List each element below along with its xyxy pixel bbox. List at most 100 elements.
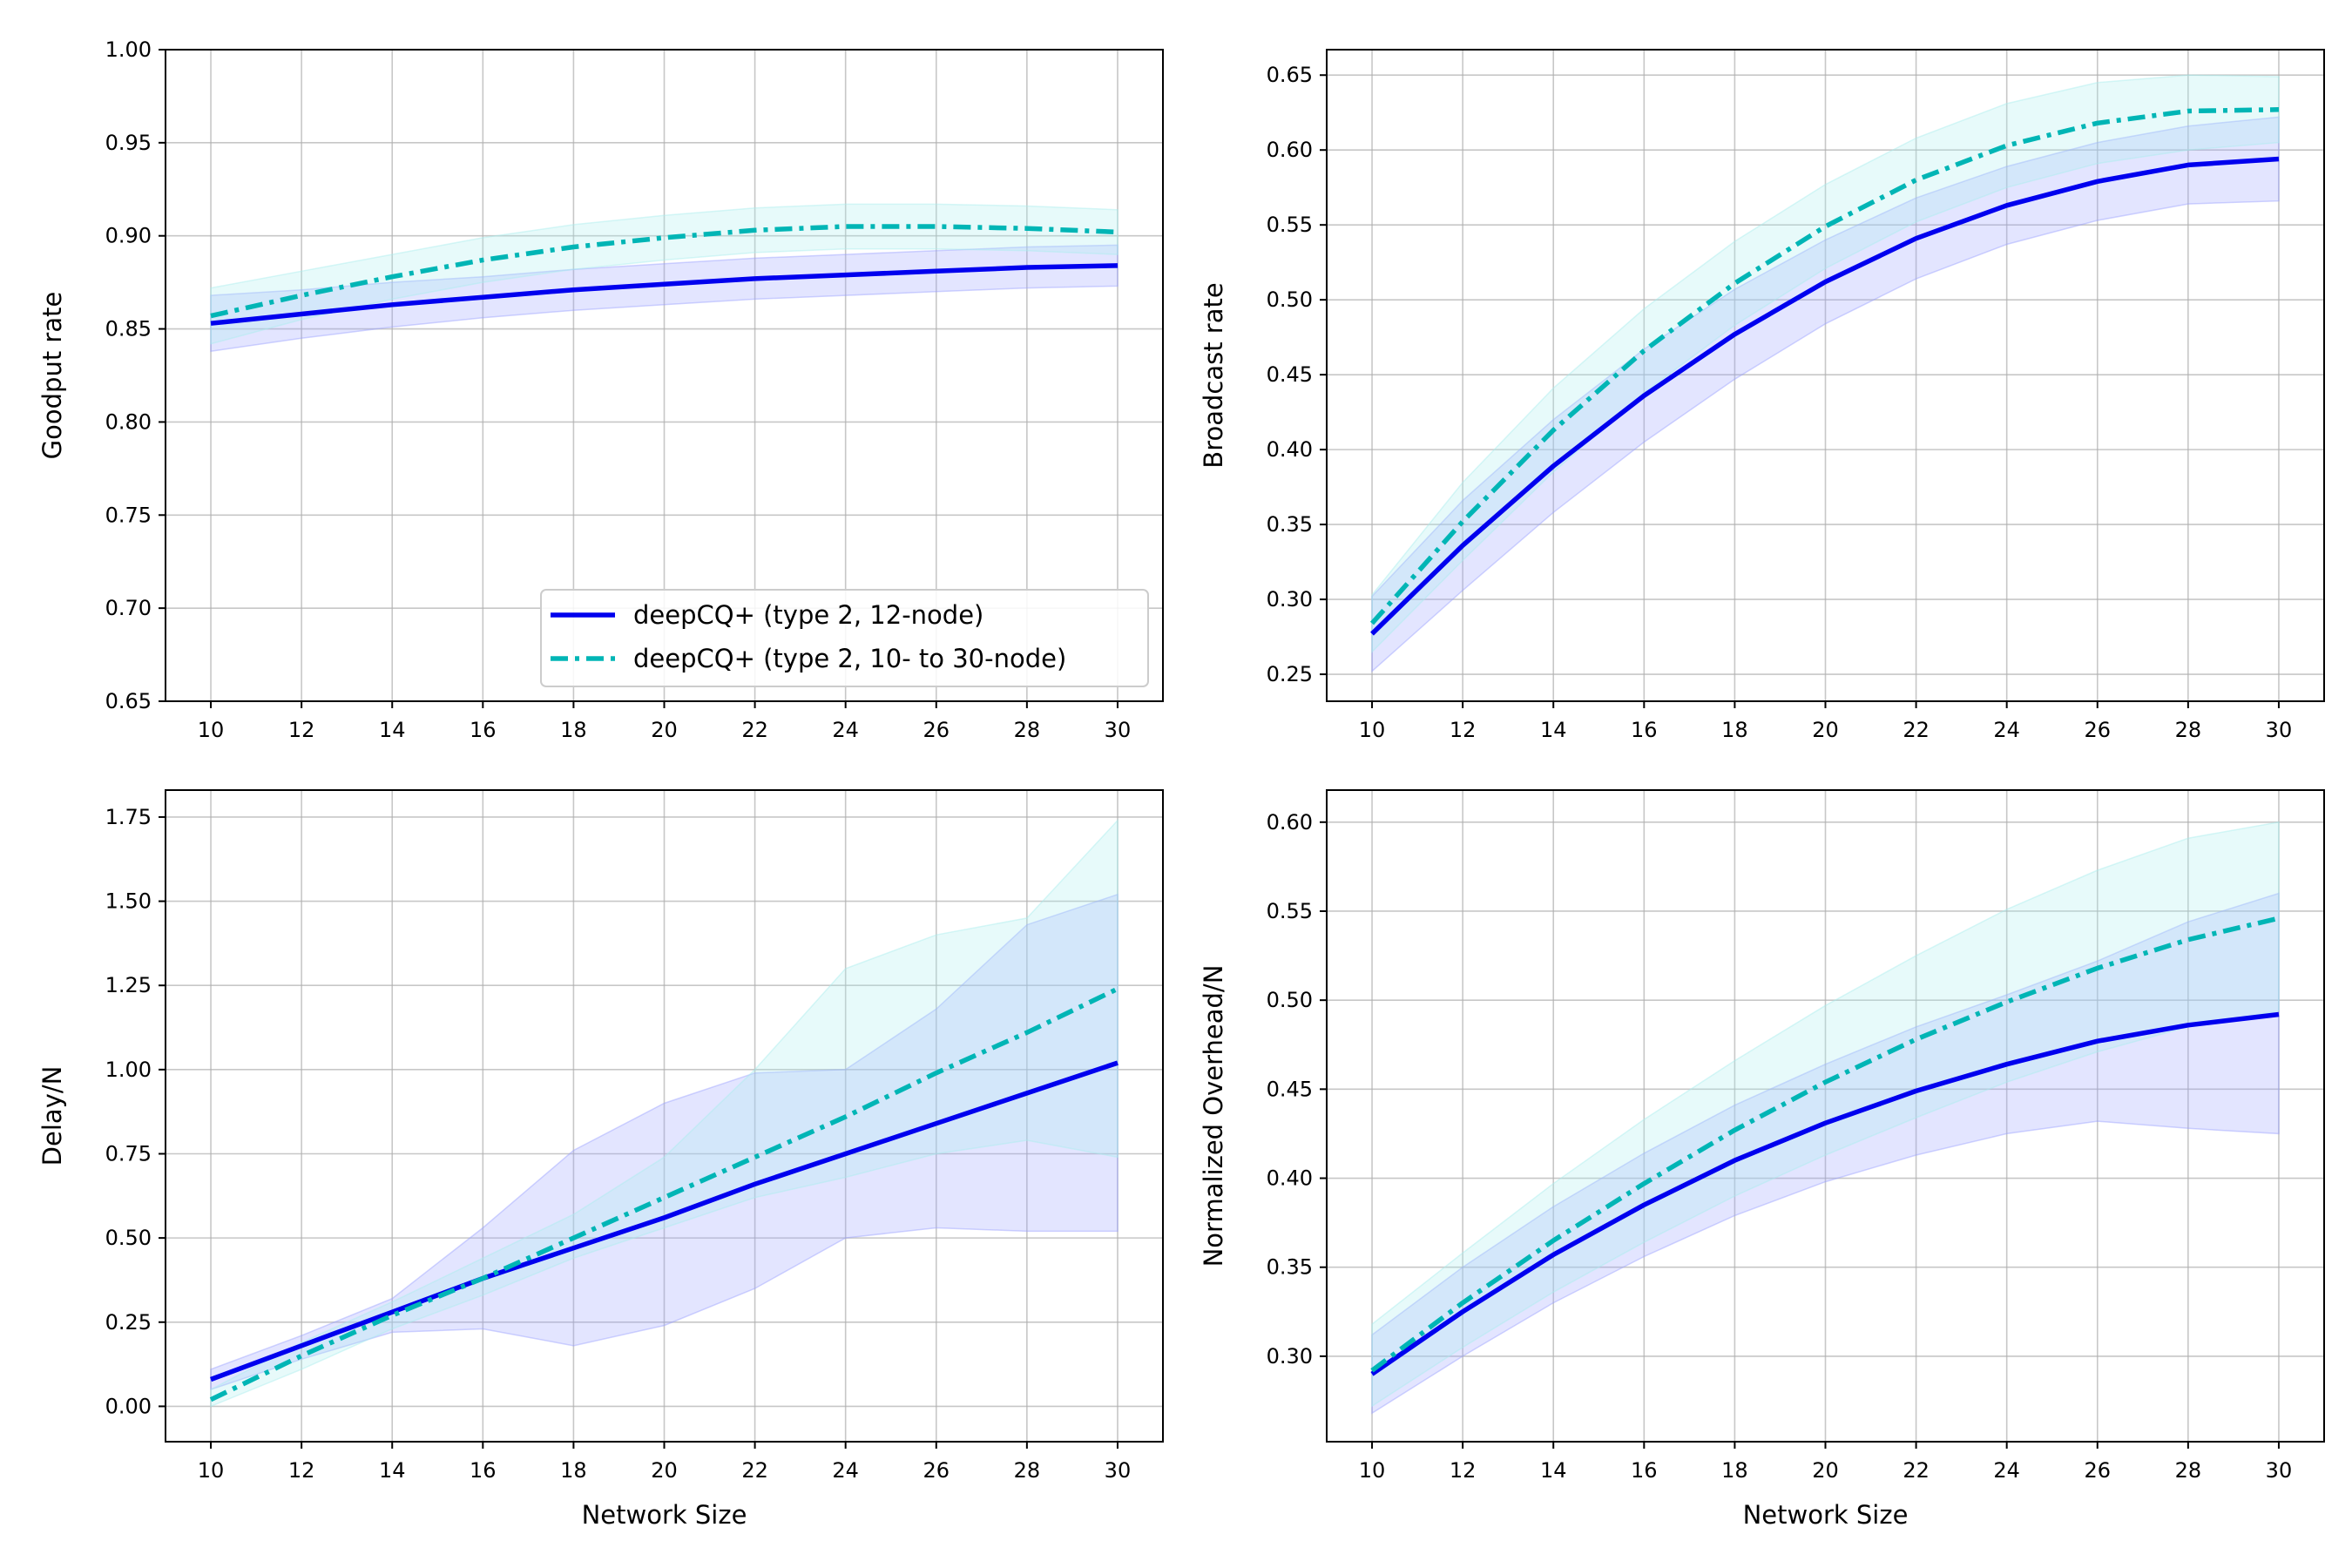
panel-overhead: 10 12 14 16 18 20 22 24 26 28 30 0.30 0.35 0.40 0.45 0.…	[1199, 789, 2325, 1530]
x-tick-label: 22	[1903, 718, 1930, 742]
y-tick-label: 0.60	[1267, 810, 1313, 835]
delay-line-12-node	[210, 1060, 1119, 1382]
goodput-band-10-30-node	[210, 203, 1119, 345]
y-tick-label: 0.25	[105, 1310, 152, 1335]
x-tick-label: 16	[1631, 1458, 1658, 1483]
panel-broadcast: 10 12 14 16 18 20 22 24 26 28 30 0.25 0.30 0.35 0.40 0.…	[1199, 49, 2325, 742]
y-tick-label: 0.35	[1267, 1255, 1313, 1280]
y-tick-label: 0.75	[105, 503, 152, 527]
y-tick-label: 0.95	[105, 131, 152, 155]
broadcast-y-axis-label: Broadcast rate	[1199, 282, 1228, 468]
y-tick-label: 0.30	[1267, 587, 1313, 612]
x-tick-label: 28	[1014, 1458, 1041, 1483]
y-tick-label: 0.45	[1267, 362, 1313, 387]
overhead-line-12-node	[1370, 1011, 2280, 1376]
x-tick-label: 16	[470, 718, 497, 742]
y-tick-label: 0.00	[105, 1394, 152, 1418]
x-tick-label: 12	[288, 1458, 315, 1483]
x-tick-label: 30	[1105, 1458, 1132, 1483]
legend: deepCQ+ (type 2, 12-node) deepCQ+ (type 2…	[540, 589, 1149, 687]
x-tick-label: 20	[651, 718, 678, 742]
x-tick-label: 10	[1359, 718, 1386, 742]
x-tick-label: 12	[1450, 1458, 1477, 1483]
y-tick-label: 1.25	[105, 973, 152, 997]
y-tick-label: 0.65	[105, 689, 152, 713]
x-tick-label: 18	[1721, 1458, 1748, 1483]
y-tick-label: 1.00	[105, 37, 152, 62]
broadcast-band-12-node	[1371, 116, 2280, 673]
x-tick-label: 24	[1993, 1458, 2020, 1483]
goodput-line-10-30-node	[210, 224, 1119, 319]
x-tick-label: 22	[741, 718, 768, 742]
x-tick-label: 28	[1014, 718, 1041, 742]
y-tick-label: 0.25	[1267, 662, 1313, 686]
x-tick-label: 30	[2266, 718, 2293, 742]
y-tick-label: 0.90	[105, 224, 152, 248]
y-tick-label: 0.40	[1267, 437, 1313, 462]
x-tick-label: 24	[1993, 718, 2020, 742]
x-tick-label: 22	[1903, 1458, 1930, 1483]
y-tick-label: 0.65	[1267, 63, 1313, 87]
x-tick-label: 26	[923, 718, 950, 742]
delay-band-10-30-node	[210, 818, 1119, 1408]
broadcast-grid	[1327, 50, 2324, 701]
x-tick-label: 18	[1721, 718, 1748, 742]
y-tick-label: 0.50	[1267, 287, 1313, 312]
x-tick-label: 20	[651, 1458, 678, 1483]
x-tick-label: 10	[198, 1458, 225, 1483]
x-tick-label: 14	[379, 718, 406, 742]
overhead-band-12-node	[1371, 892, 2280, 1415]
x-tick-label: 26	[2084, 718, 2111, 742]
x-tick-label: 14	[1540, 1458, 1567, 1483]
x-tick-label: 22	[741, 1458, 768, 1483]
goodput-y-axis-label: Goodput rate	[37, 292, 67, 460]
x-tick-label: 24	[832, 1458, 859, 1483]
legend-label-12-node: deepCQ+ (type 2, 12-node)	[633, 600, 983, 630]
x-tick-label: 12	[1450, 718, 1477, 742]
y-tick-label: 0.75	[105, 1141, 152, 1166]
x-tick-label: 26	[923, 1458, 950, 1483]
y-tick-label: 0.55	[1267, 899, 1313, 923]
y-tick-label: 0.40	[1267, 1166, 1313, 1191]
y-tick-label: 1.00	[105, 1058, 152, 1082]
overhead-line-10-30-node	[1370, 916, 2280, 1373]
x-tick-label: 26	[2084, 1458, 2111, 1483]
y-tick-label: 0.50	[1267, 988, 1313, 1012]
x-tick-label: 20	[1812, 1458, 1839, 1483]
overhead-band-10-30-node	[1371, 821, 2280, 1408]
x-tick-label: 24	[832, 718, 859, 742]
x-tick-label: 20	[1812, 718, 1839, 742]
x-tick-label: 12	[288, 718, 315, 742]
x-tick-label: 18	[560, 1458, 587, 1483]
y-tick-label: 0.55	[1267, 213, 1313, 237]
y-tick-label: 1.75	[105, 805, 152, 829]
delay-line-10-30-node	[209, 986, 1119, 1402]
y-tick-label: 0.80	[105, 409, 152, 434]
y-tick-label: 1.50	[105, 889, 152, 914]
goodput-line-12-node	[210, 263, 1119, 326]
x-tick-label: 30	[1105, 718, 1132, 742]
overhead-y-axis-label: Normalized Overhead/N	[1199, 965, 1228, 1267]
x-tick-label: 30	[2266, 1458, 2293, 1483]
delay-y-axis-label: Delay/N	[37, 1066, 67, 1166]
x-tick-label: 16	[470, 1458, 497, 1483]
y-tick-label: 0.35	[1267, 512, 1313, 537]
y-tick-label: 0.60	[1267, 138, 1313, 162]
x-tick-label: 14	[379, 1458, 406, 1483]
x-tick-label: 14	[1540, 718, 1567, 742]
overhead-x-axis-label: Network Size	[1743, 1500, 1909, 1530]
y-tick-label: 0.70	[105, 596, 152, 620]
y-tick-label: 0.85	[105, 317, 152, 341]
delay-x-axis-label: Network Size	[582, 1500, 747, 1530]
panel-delay: 10 12 14 16 18 20 22 24 26 28 30 0.00 0.25 0.50 0.75 1.…	[37, 789, 1164, 1530]
delay-band-12-node	[210, 893, 1119, 1391]
x-tick-label: 10	[198, 718, 225, 742]
y-tick-label: 0.50	[105, 1226, 152, 1250]
x-tick-label: 28	[2175, 1458, 2202, 1483]
x-tick-label: 18	[560, 718, 587, 742]
x-tick-label: 10	[1359, 1458, 1386, 1483]
broadcast-line-10-30-node	[1369, 107, 2280, 625]
y-tick-label: 0.30	[1267, 1344, 1313, 1369]
legend-box	[540, 589, 1149, 687]
